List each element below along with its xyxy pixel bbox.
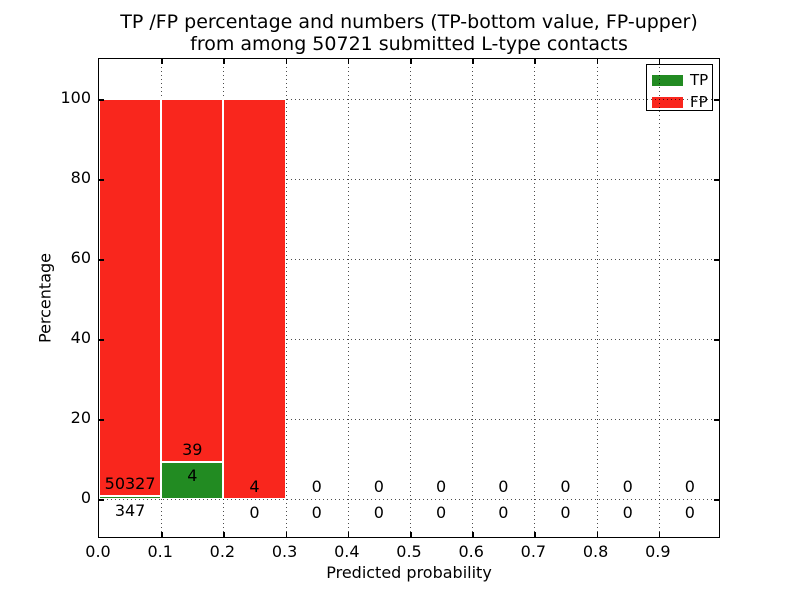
x-tick-mark bbox=[596, 59, 599, 64]
x-tick-mark bbox=[658, 59, 661, 64]
legend-entry-label: FP bbox=[690, 93, 708, 111]
gridline-vertical bbox=[410, 59, 411, 537]
x-tick-mark bbox=[161, 59, 163, 64]
fp-count-label: 0 bbox=[498, 477, 509, 496]
y-tick-mark bbox=[714, 179, 719, 181]
gridline-vertical bbox=[285, 59, 287, 537]
x-tick-mark bbox=[534, 59, 536, 64]
x-tick-mark bbox=[223, 532, 225, 537]
legend-entry: TP bbox=[647, 69, 712, 91]
x-tick-mark bbox=[472, 59, 474, 64]
y-tick-label: 80 bbox=[70, 168, 91, 187]
fp-count-label: 50327 bbox=[104, 474, 156, 494]
fp-legend-swatch bbox=[652, 96, 683, 108]
fp-count-label: 39 bbox=[182, 439, 203, 459]
x-tick-label: 0.6 bbox=[458, 542, 484, 561]
x-tick-mark bbox=[223, 59, 225, 64]
y-tick-mark bbox=[99, 179, 104, 181]
y-tick-mark bbox=[714, 419, 719, 421]
x-tick-label: 0.0 bbox=[85, 542, 111, 561]
y-tick-mark bbox=[99, 99, 104, 101]
x-tick-mark bbox=[410, 59, 412, 64]
x-tick-label: 0.2 bbox=[209, 542, 236, 561]
gridline-vertical bbox=[347, 59, 349, 537]
gridline-horizontal bbox=[99, 99, 719, 100]
tp-bar bbox=[99, 496, 162, 499]
x-tick-label: 0.9 bbox=[645, 542, 671, 561]
x-tick-label: 0.1 bbox=[147, 542, 173, 561]
fp-bar bbox=[161, 99, 224, 462]
fp-count-label: 0 bbox=[436, 477, 447, 496]
fp-count-label: 0 bbox=[373, 477, 384, 496]
x-tick-label: 0.5 bbox=[396, 542, 422, 561]
gridline-vertical bbox=[596, 59, 598, 537]
gridline-horizontal bbox=[99, 179, 719, 180]
tp-legend-swatch bbox=[652, 74, 683, 86]
x-tick-label: 0.8 bbox=[582, 542, 609, 561]
tp-count-label: 0 bbox=[249, 503, 260, 523]
gridline-vertical bbox=[534, 59, 536, 537]
tp-count-label: 0 bbox=[436, 503, 447, 523]
gridline-horizontal bbox=[99, 499, 719, 500]
chart-title-line2: from among 50721 submitted L-type contac… bbox=[190, 33, 628, 55]
x-tick-label: 0.3 bbox=[271, 542, 298, 561]
fp-count-label: 0 bbox=[684, 477, 695, 496]
y-tick-label: 100 bbox=[60, 88, 91, 107]
fp-bar bbox=[223, 99, 286, 499]
tp-count-label: 0 bbox=[373, 503, 384, 523]
tp-count-label: 4 bbox=[187, 466, 198, 486]
legend-entry: FP bbox=[647, 91, 712, 113]
tp-count-label: 0 bbox=[498, 503, 509, 523]
fp-count-label: 0 bbox=[560, 477, 571, 496]
chart-title-line1: TP /FP percentage and numbers (TP-bottom… bbox=[120, 11, 698, 33]
y-tick-mark bbox=[714, 99, 719, 101]
x-tick-mark bbox=[285, 532, 288, 537]
tp-count-label: 0 bbox=[311, 503, 322, 523]
x-tick-mark bbox=[596, 532, 599, 537]
fp-count-label: 0 bbox=[311, 477, 322, 496]
legend: TP FP bbox=[646, 64, 713, 111]
plot-area: TP FP 50327 347 39 4 4 0 0 0 0 0 0 0 0 0 0 0 0 0 0 0 bbox=[98, 58, 720, 538]
y-tick-label: 60 bbox=[70, 248, 91, 267]
y-tick-mark bbox=[99, 499, 104, 501]
gridline-vertical bbox=[472, 59, 474, 537]
x-tick-mark bbox=[347, 532, 350, 537]
fp-count-label: 0 bbox=[622, 477, 633, 496]
x-tick-mark bbox=[472, 532, 474, 537]
x-tick-mark bbox=[285, 59, 288, 64]
gridline-horizontal bbox=[99, 339, 719, 340]
x-tick-mark bbox=[347, 59, 350, 64]
y-tick-label: 20 bbox=[70, 408, 91, 427]
tp-bar bbox=[161, 461, 224, 499]
y-tick-mark bbox=[714, 339, 719, 341]
legend-entry-label: TP bbox=[690, 71, 709, 89]
fp-count-label: 4 bbox=[249, 477, 260, 496]
gridline-horizontal bbox=[99, 419, 719, 420]
x-tick-label: 0.7 bbox=[520, 542, 547, 561]
tp-count-label: 0 bbox=[560, 503, 571, 523]
x-axis-title: Predicted probability bbox=[326, 563, 492, 582]
y-tick-mark bbox=[714, 499, 719, 501]
x-tick-mark bbox=[534, 532, 536, 537]
gridline-vertical bbox=[658, 59, 660, 537]
tp-count-label: 0 bbox=[684, 503, 695, 523]
x-tick-label: 0.4 bbox=[334, 542, 360, 561]
fp-bar bbox=[99, 99, 162, 497]
y-tick-mark bbox=[99, 339, 104, 341]
y-tick-mark bbox=[99, 419, 104, 421]
x-tick-mark bbox=[161, 532, 163, 537]
x-tick-mark bbox=[410, 532, 412, 537]
tp-count-label: 0 bbox=[622, 503, 633, 523]
x-tick-mark bbox=[658, 532, 661, 537]
y-tick-label: 0 bbox=[80, 488, 91, 507]
y-tick-label: 40 bbox=[70, 328, 91, 347]
tp-count-label: 347 bbox=[114, 500, 146, 520]
y-tick-mark bbox=[714, 259, 719, 261]
chart-title: TP /FP percentage and numbers (TP-bottom… bbox=[98, 11, 720, 55]
y-tick-mark bbox=[99, 259, 104, 261]
gridline-horizontal bbox=[99, 259, 719, 260]
